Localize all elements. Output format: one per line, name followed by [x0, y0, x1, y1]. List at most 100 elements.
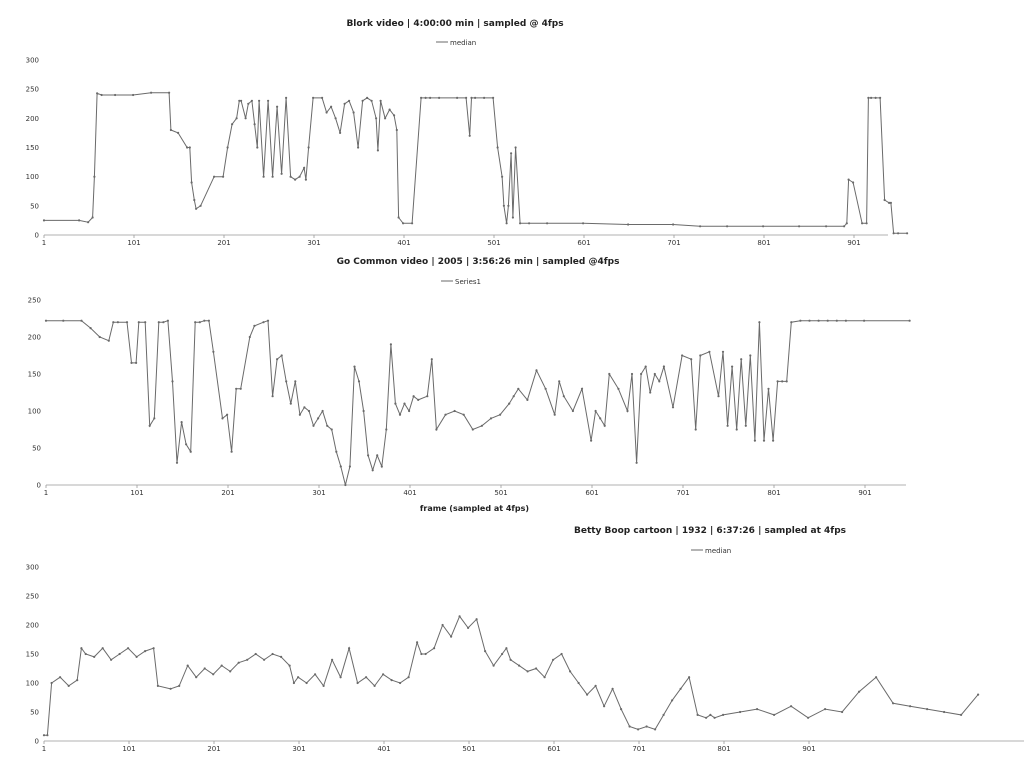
data-point — [44, 319, 48, 322]
data-point — [107, 339, 110, 342]
data-point — [603, 424, 606, 427]
data-point — [76, 679, 79, 682]
data-point — [132, 93, 135, 97]
data-point — [375, 117, 378, 120]
y-tick-label: 150 — [28, 371, 41, 379]
data-point — [507, 204, 510, 207]
data-point — [526, 670, 529, 673]
data-point — [280, 354, 283, 357]
data-point — [739, 710, 742, 714]
data-point — [470, 96, 473, 99]
x-tick-label: 601 — [577, 239, 590, 247]
data-point — [168, 91, 171, 94]
data-point — [379, 99, 382, 102]
data-point — [307, 409, 311, 413]
data-point — [98, 335, 101, 339]
data-point — [450, 635, 453, 638]
data-point — [135, 361, 138, 364]
y-tick-label: 50 — [30, 202, 39, 210]
data-point — [84, 652, 87, 656]
data-point — [304, 178, 307, 181]
data-point — [246, 658, 249, 661]
data-point — [863, 319, 866, 322]
x-tick-label: 101 — [122, 745, 135, 753]
data-point — [335, 450, 338, 453]
data-point — [430, 358, 433, 361]
data-point — [906, 232, 909, 235]
data-point — [110, 658, 113, 661]
data-point — [298, 175, 301, 178]
y-tick-label: 200 — [26, 115, 39, 123]
data-point — [262, 321, 265, 324]
data-point — [790, 321, 793, 324]
data-point — [713, 716, 716, 719]
data-point — [237, 661, 240, 664]
data-point — [112, 321, 115, 324]
data-point — [749, 354, 752, 357]
data-point — [671, 699, 674, 702]
x-tick-label: 401 — [377, 745, 390, 753]
data-point — [230, 450, 233, 453]
data-point — [519, 222, 522, 225]
data-point — [226, 146, 229, 149]
data-point — [654, 728, 657, 731]
data-point — [690, 358, 693, 361]
data-point — [50, 681, 53, 685]
data-point — [708, 350, 711, 353]
data-point — [726, 225, 729, 228]
data-point — [977, 693, 980, 696]
x-tick-label: 601 — [585, 489, 598, 497]
data-point — [505, 222, 508, 225]
data-point — [424, 652, 427, 656]
data-point — [535, 369, 538, 372]
data-point — [207, 319, 210, 322]
data-point — [835, 319, 838, 322]
data-point — [858, 690, 861, 693]
data-point — [424, 96, 427, 99]
data-point — [580, 387, 584, 390]
data-point — [153, 417, 156, 420]
data-point — [799, 319, 802, 322]
data-point — [926, 708, 929, 711]
x-tick-label: 101 — [127, 239, 140, 247]
data-point — [417, 398, 420, 401]
data-point — [458, 615, 461, 618]
data-point — [263, 658, 266, 661]
data-point — [672, 223, 675, 226]
data-point — [438, 96, 441, 99]
data-point — [321, 96, 324, 99]
data-point — [380, 465, 383, 468]
x-tick-label: 601 — [547, 745, 560, 753]
data-point — [280, 172, 283, 175]
data-point — [492, 664, 495, 667]
data-point — [514, 146, 517, 149]
data-point — [416, 641, 419, 644]
data-point — [879, 96, 882, 99]
data-point — [135, 655, 138, 659]
data-point — [303, 406, 306, 409]
data-point — [212, 673, 215, 676]
data-point — [212, 350, 215, 353]
data-point — [294, 178, 297, 181]
data-point — [512, 395, 515, 398]
data-point — [798, 225, 801, 228]
x-tick-label: 1 — [44, 489, 48, 497]
data-point — [157, 321, 160, 324]
data-point — [483, 96, 486, 99]
data-point — [462, 413, 465, 416]
data-point — [238, 99, 241, 102]
data-point — [662, 713, 665, 717]
data-point — [395, 128, 398, 132]
data-point — [322, 684, 325, 688]
data-point — [553, 413, 556, 416]
data-point — [93, 655, 96, 659]
data-point — [348, 99, 351, 102]
data-point — [517, 387, 520, 390]
data-point — [892, 232, 895, 235]
data-point — [42, 734, 46, 737]
data-point — [740, 358, 743, 361]
data-point — [841, 710, 844, 714]
data-point — [222, 175, 225, 178]
data-point — [518, 664, 521, 667]
